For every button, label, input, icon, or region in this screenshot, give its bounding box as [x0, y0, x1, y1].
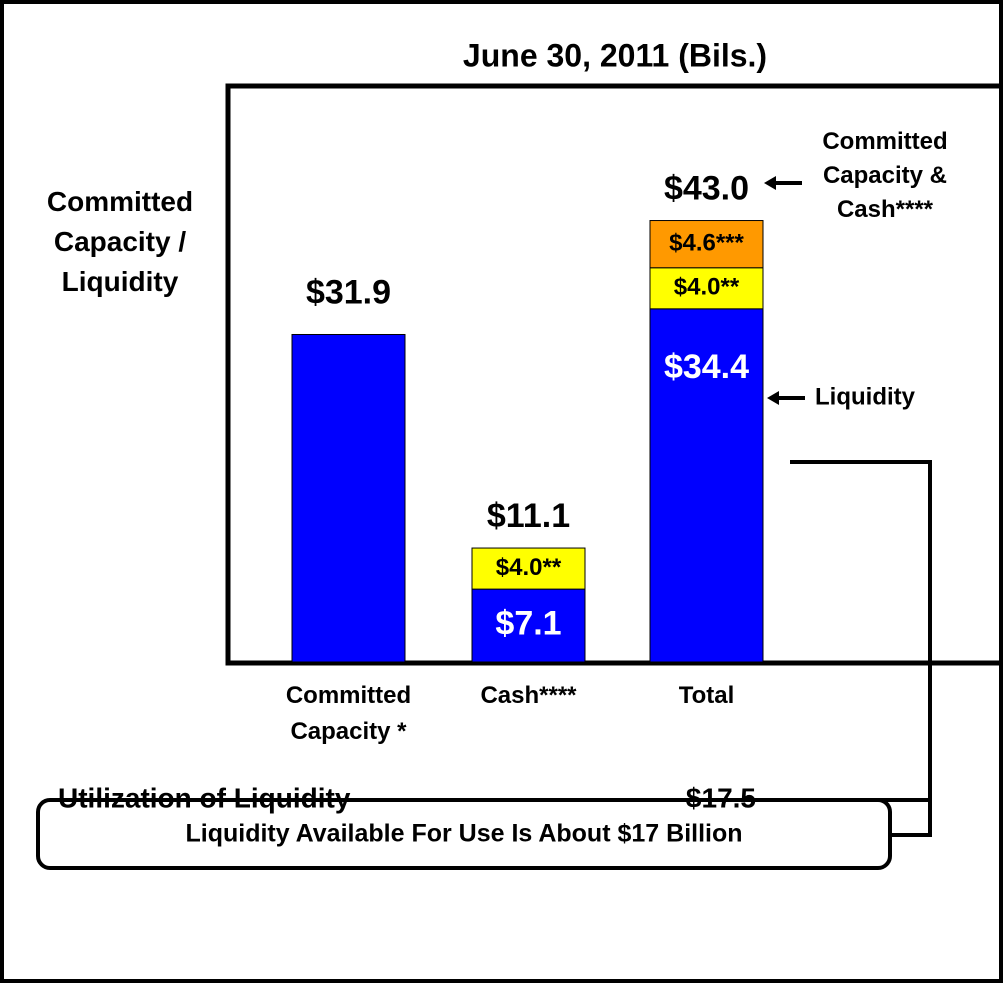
y-axis-label: Committed Capacity / Liquidity [46, 186, 194, 297]
x-tick-label: Total [678, 682, 735, 709]
bar-segment [649, 220, 764, 269]
chart-title: June 30, 2011 (Bils.) [463, 37, 767, 73]
value-label: $4.0** [496, 554, 562, 581]
liquidity-note: Liquidity [815, 383, 916, 410]
utilization-value: $17.5 [686, 782, 756, 813]
bar-segment [649, 308, 764, 663]
x-tick-label: Cash**** [480, 682, 577, 709]
total-note: Committed Capacity & Cash**** [822, 128, 948, 223]
arrow-head [767, 391, 779, 405]
value-label: $4.6*** [669, 229, 744, 256]
value-label: $31.9 [306, 273, 391, 311]
total-label: $43.0 [664, 170, 749, 208]
bar-segment [471, 547, 586, 590]
callout-text: Liquidity Available For Use Is About $17… [185, 820, 742, 848]
value-label: $34.4 [664, 348, 749, 386]
value-label: $7.1 [495, 605, 561, 643]
value-label: $4.0** [674, 274, 740, 301]
bar-segment [471, 588, 586, 663]
bar-segment [291, 333, 406, 663]
x-tick-label: Committed Capacity * [285, 682, 412, 745]
arrow-head [764, 176, 776, 190]
bar-segment [649, 267, 764, 310]
utilization-label: Utilization of Liquidity [58, 782, 351, 813]
plot-frame [225, 83, 1003, 666]
connector [790, 460, 932, 837]
callout-box [36, 798, 892, 870]
total-label: $11.1 [487, 497, 570, 535]
